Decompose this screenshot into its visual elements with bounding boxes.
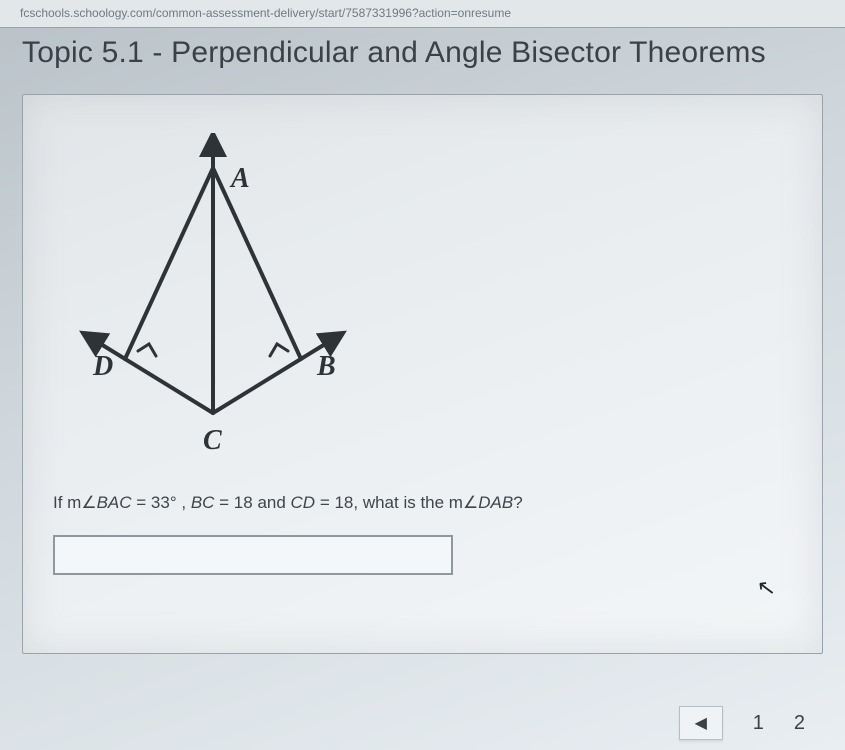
q-eq2: = 18 and (214, 493, 290, 512)
url-text: fcschools.schoology.com/common-assessmen… (20, 6, 511, 20)
page-title: Topic 5.1 - Perpendicular and Angle Bise… (22, 36, 823, 70)
pager-number-1[interactable]: 1 (753, 706, 764, 740)
question-pager: ◀ 1 2 (679, 706, 805, 740)
point-label-C: C (203, 425, 222, 457)
point-label-D: D (93, 351, 113, 383)
q-suffix: ? (513, 493, 522, 512)
q-s1: BC (191, 493, 215, 512)
pager-prev-button[interactable]: ◀ (679, 706, 723, 740)
chevron-left-icon: ◀ (695, 713, 707, 733)
pager-number-2[interactable]: 2 (794, 706, 805, 740)
question-card: A B C D If m∠BAC = 33° , BC = 18 and CD … (22, 94, 823, 654)
browser-url-bar: fcschools.schoology.com/common-assessmen… (0, 0, 845, 28)
point-label-A: A (231, 163, 250, 195)
question-text: If m∠BAC = 33° , BC = 18 and CD = 18, wh… (53, 493, 792, 513)
point-label-B: B (317, 351, 336, 383)
diagram-svg (53, 133, 373, 453)
q-ang1: BAC (97, 493, 132, 512)
geometry-diagram: A B C D (53, 133, 373, 453)
q-s2: CD (291, 493, 316, 512)
answer-input[interactable] (53, 535, 453, 575)
page-content: Topic 5.1 - Perpendicular and Angle Bise… (0, 28, 845, 654)
q-ang2: DAB (478, 493, 513, 512)
q-prefix: If m∠ (53, 493, 97, 512)
mouse-cursor-icon: ↖ (755, 574, 777, 602)
q-eq3: = 18, what is the m∠ (315, 493, 478, 512)
q-eq1: = 33° , (132, 493, 191, 512)
